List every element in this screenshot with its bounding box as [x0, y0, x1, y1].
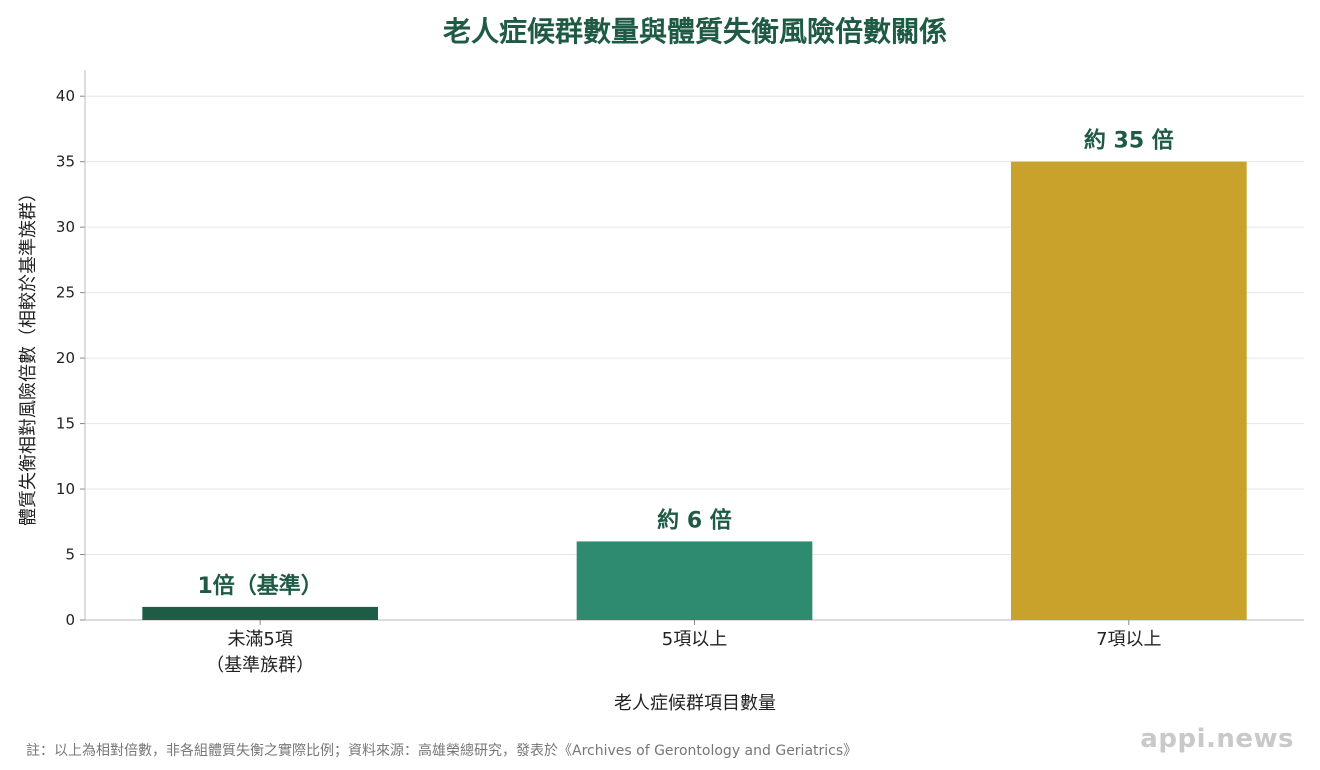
- y-tick-label: 35: [56, 153, 75, 171]
- bar: [576, 541, 813, 620]
- y-tick-label: 10: [56, 480, 75, 498]
- watermark-logo: appi.news: [1140, 724, 1294, 754]
- data-labels: 1倍（基準） 約 6 倍 約 35 倍: [198, 128, 1174, 599]
- x-tick-label: 7項以上: [1096, 629, 1161, 650]
- chart-title: 老人症候群數量與體質失衡風險倍數關係: [442, 15, 947, 48]
- y-tick-label: 20: [56, 349, 75, 367]
- x-tick-label: 未滿5項: [227, 629, 292, 650]
- y-tick-label: 40: [56, 87, 75, 105]
- y-tick-label: 15: [56, 415, 75, 433]
- y-tick-label: 5: [65, 546, 75, 564]
- bar: [142, 606, 379, 620]
- y-axis-label: 體質失衡相對風險倍數（相較於基準族群）: [18, 184, 39, 526]
- bar: [1010, 161, 1247, 620]
- y-tick-label: 25: [56, 284, 75, 302]
- data-label: 約 6 倍: [657, 507, 732, 533]
- data-label: 1倍（基準）: [198, 573, 323, 599]
- x-axis-label: 老人症候群項目數量: [614, 693, 776, 714]
- y-tick-label: 30: [56, 218, 75, 236]
- y-tick-label: 0: [65, 611, 75, 629]
- bars: [142, 161, 1247, 620]
- footnote: 註：以上為相對倍數，非各組體質失衡之實際比例；資料來源：高雄榮總研究，發表於《A…: [26, 743, 858, 759]
- x-tick-label: （基準族群）: [206, 655, 314, 676]
- data-label: 約 35 倍: [1084, 128, 1174, 154]
- x-tick-label: 5項以上: [662, 629, 727, 650]
